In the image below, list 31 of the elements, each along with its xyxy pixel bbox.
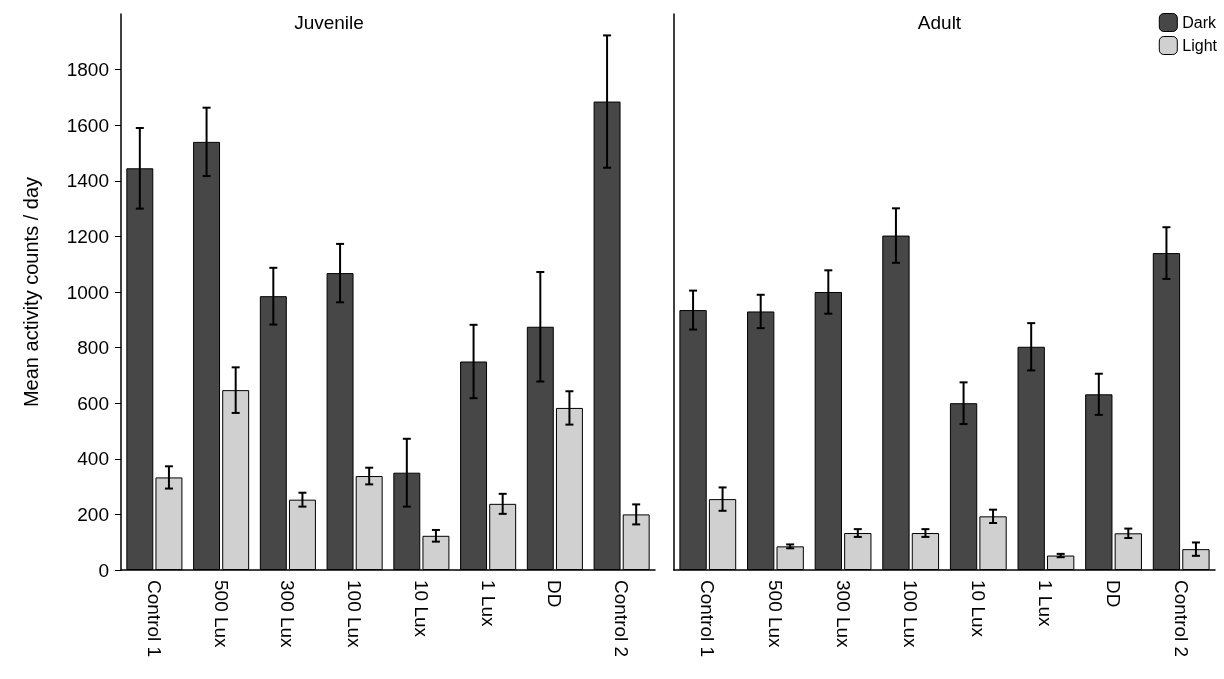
x-tick-label: 1 Lux xyxy=(1035,580,1057,627)
y-tick-label: 1000 xyxy=(66,281,109,303)
x-tick-label: Control 1 xyxy=(143,580,165,658)
x-tick-label: 10 Lux xyxy=(967,580,989,638)
x-tick-label: Control 1 xyxy=(697,580,719,658)
x-tick-label: Control 2 xyxy=(1170,580,1192,658)
x-tick-label: 300 Lux xyxy=(832,580,854,649)
y-tick-label: 1800 xyxy=(66,59,109,81)
y-tick-label: 1200 xyxy=(66,225,109,247)
y-tick-label: 1400 xyxy=(66,170,109,192)
y-tick-label: 200 xyxy=(77,503,109,525)
x-tick-label: DD xyxy=(1103,580,1125,608)
chart-title: Adult xyxy=(917,12,962,33)
x-tick-label: 500 Lux xyxy=(764,580,786,649)
x-tick-label: 500 Lux xyxy=(210,580,232,649)
legend-label: Dark xyxy=(1182,14,1218,31)
y-tick-label: 1600 xyxy=(66,114,109,136)
x-tick-label: 300 Lux xyxy=(277,580,299,649)
y-tick-label: 0 xyxy=(98,559,109,581)
chart-title: Juvenile xyxy=(294,12,364,33)
y-axis-title: Mean activity counts / day xyxy=(20,176,42,408)
x-tick-label: DD xyxy=(544,580,566,608)
x-tick-label: 100 Lux xyxy=(900,580,922,649)
y-tick-label: 800 xyxy=(77,337,109,359)
legend-label: Light xyxy=(1182,37,1218,54)
y-tick-label: 600 xyxy=(77,392,109,414)
y-tick-label: 400 xyxy=(77,448,109,470)
x-tick-label: Control 2 xyxy=(611,580,633,658)
x-tick-label: 100 Lux xyxy=(344,580,366,649)
x-tick-label: 1 Lux xyxy=(477,580,499,627)
x-tick-label: 10 Lux xyxy=(410,580,432,638)
